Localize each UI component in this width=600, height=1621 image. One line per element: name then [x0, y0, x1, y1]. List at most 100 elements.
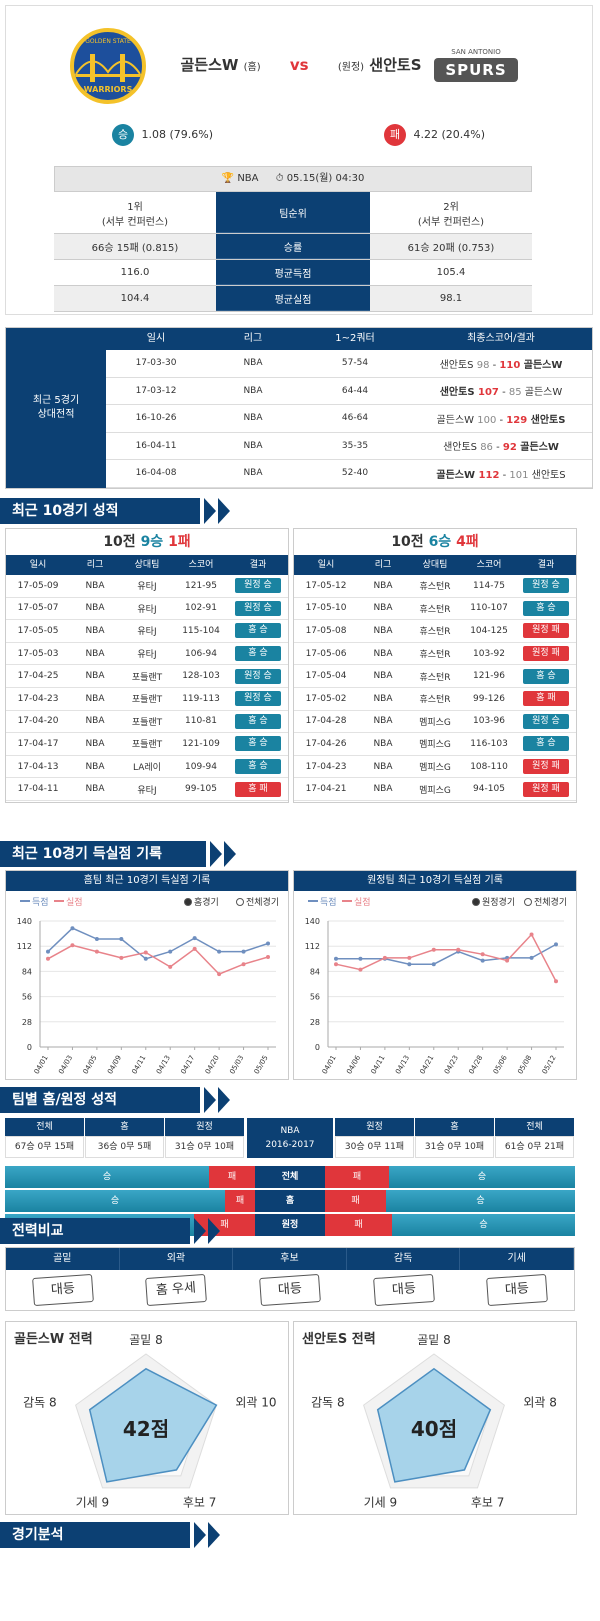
- recent-result-cell: 홈 승: [228, 713, 288, 729]
- recent-row: 17-05-09 NBA 유타J 121-95 원정 승: [6, 575, 288, 598]
- recent-league: NBA: [373, 603, 393, 614]
- compare-away-value: 2위 (서부 컨퍼런스): [370, 192, 532, 233]
- recent-score: 128-103: [182, 671, 220, 682]
- compare-away-value: 105.4: [370, 260, 532, 285]
- recent-league: NBA: [373, 693, 393, 704]
- h2h-team2: 골든스W: [524, 387, 563, 399]
- h2h-dash: -: [499, 469, 510, 481]
- data-point: [94, 937, 99, 941]
- data-point: [407, 962, 412, 967]
- recent-opponent: 유타J: [137, 650, 157, 661]
- compare-away-value: 61승 20패 (0.753): [370, 234, 532, 259]
- recent-row: 17-05-02 NBA 휴스턴R 99-126 홈 패: [294, 688, 576, 711]
- h2h-team1: 샌안토S: [443, 442, 478, 454]
- season-center: NBA 2016-2017: [247, 1118, 333, 1158]
- recent-row: 17-04-13 NBA LA레이 109-94 홈 승: [6, 756, 288, 779]
- league-date-bar: 🏆 NBA ⏱ 05.15(월) 04:30: [54, 166, 532, 192]
- x-tick-label: 04/01: [321, 1054, 338, 1075]
- recent-row: 17-05-07 NBA 유타J 102-91 원정 승: [6, 598, 288, 621]
- away-team-name: 샌안토S: [369, 56, 422, 74]
- away-win-bar: 승: [392, 1214, 575, 1236]
- whistle-icon: ⏱: [275, 173, 284, 184]
- legend-label: 득점: [32, 896, 49, 908]
- recent-result-cell: 홈 패: [228, 781, 288, 797]
- season-header-cell: 홈: [85, 1118, 164, 1136]
- recent-row: 17-04-25 NBA 포틀랜T 128-103 원정 승: [6, 665, 288, 688]
- recent-result-cell: 원정 승: [228, 600, 288, 616]
- y-tick-label: 84: [310, 967, 320, 976]
- power-header-cell: 외곽: [119, 1248, 234, 1270]
- h2h-header-cell: 1~2쿼터: [300, 328, 410, 350]
- recent-score: 104-125: [470, 625, 508, 636]
- away-win-bar: 승: [389, 1166, 575, 1188]
- y-tick-label: 56: [310, 993, 320, 1002]
- recent-league: NBA: [85, 648, 105, 659]
- recent-league: NBA: [373, 625, 393, 636]
- vs-label: vs: [289, 56, 309, 74]
- recent-date: 17-05-02: [305, 693, 347, 704]
- h2h-side-label-line1: 최근 5경기: [32, 395, 80, 406]
- compare-home-value: 116.0: [54, 260, 216, 285]
- recent-row: 17-04-23 NBA 포틀랜T 119-113 원정 승: [6, 688, 288, 711]
- chart-title: 원정팀 최근 10경기 득실점 기록: [294, 871, 576, 891]
- result-badge: 홈 승: [523, 668, 569, 684]
- h2h-quarter-score: 35-35: [341, 440, 369, 451]
- data-point: [143, 956, 148, 961]
- recent-score: 110-81: [185, 716, 217, 727]
- h2h-row: 16-04-11 NBA 35-35 샌안토S 86 - 92 골든스W: [106, 433, 592, 460]
- chevron-icon: [204, 498, 216, 524]
- recent-league: NBA: [373, 761, 393, 772]
- recent-opponent: 멤피스G: [419, 717, 451, 728]
- chevron-icon: [204, 1087, 216, 1113]
- recent-date: 17-05-07: [17, 603, 59, 614]
- radar-total: 42점: [123, 1417, 169, 1441]
- h2h-team2: 골든스W: [523, 359, 563, 371]
- x-tick-label: 04/23: [443, 1054, 460, 1075]
- data-point: [407, 955, 412, 960]
- h2h-score2: 129: [506, 414, 531, 426]
- radar-title: 샌안토S 전력: [302, 1332, 376, 1347]
- season-league: NBA: [280, 1126, 300, 1136]
- h2h-final-result: 골든스W 100 - 129 샌안토S: [410, 411, 592, 426]
- data-point: [119, 937, 124, 941]
- season-records-row: 전체 67승 0무 15패 홈 36승 0무 5패 원정 31승 0무 10패 NBA 201…: [5, 1118, 575, 1164]
- x-tick-label: 04/06: [345, 1054, 362, 1076]
- recent-row: 17-05-03 NBA 유타J 106-94 홈 승: [6, 643, 288, 666]
- recent-score: 110-107: [470, 603, 508, 614]
- radar-total: 40점: [411, 1417, 457, 1441]
- x-tick-label: 04/13: [155, 1054, 172, 1075]
- recent-score: 103-96: [473, 716, 505, 727]
- y-tick-label: 56: [22, 993, 32, 1002]
- recent-opponent: LA레이: [133, 763, 161, 774]
- radar-axis-label: 외곽 8: [523, 1396, 557, 1410]
- league-label: NBA: [237, 173, 259, 184]
- recent-result-cell: 홈 승: [516, 668, 576, 684]
- recent-result-cell: 홈 승: [228, 646, 288, 662]
- compare-label: 승률: [216, 234, 370, 259]
- recent-result-cell: 홈 승: [228, 623, 288, 639]
- radar-axis-label: 감독 8: [23, 1396, 57, 1410]
- data-point: [334, 956, 338, 961]
- away-win-bar: 승: [386, 1190, 575, 1212]
- chevron-icon: [194, 1522, 206, 1548]
- summary-prefix: 10전: [103, 534, 136, 550]
- recent-row: 17-04-28 NBA 멤피스G 103-96 원정 승: [294, 711, 576, 734]
- home-team-name: 골든스W: [180, 56, 239, 74]
- y-tick-label: 0: [315, 1043, 320, 1052]
- x-tick-label: 04/11: [130, 1054, 147, 1075]
- season-banner: 팀별 홈/원정 성적: [0, 1087, 240, 1113]
- recent-score: 108-110: [470, 761, 508, 772]
- compare-row: 104.4 평균실점 98.1: [54, 286, 532, 312]
- h2h-side-label: 최근 5경기 상대전적: [6, 328, 106, 488]
- radio-option: [524, 898, 532, 906]
- recent-league: NBA: [85, 671, 105, 682]
- x-tick-label: 04/03: [57, 1054, 74, 1075]
- h2h-dash: -: [496, 414, 507, 426]
- away-lose-bar: 패: [325, 1214, 392, 1236]
- recent-result-cell: 원정 승: [228, 691, 288, 707]
- h2h-team2: 골든스W: [520, 442, 559, 454]
- power-stamp: 대등: [372, 1273, 435, 1307]
- result-badge: 원정 승: [523, 713, 569, 729]
- radar-axis-label: 기세 9: [364, 1495, 398, 1509]
- recent-league: NBA: [373, 580, 393, 591]
